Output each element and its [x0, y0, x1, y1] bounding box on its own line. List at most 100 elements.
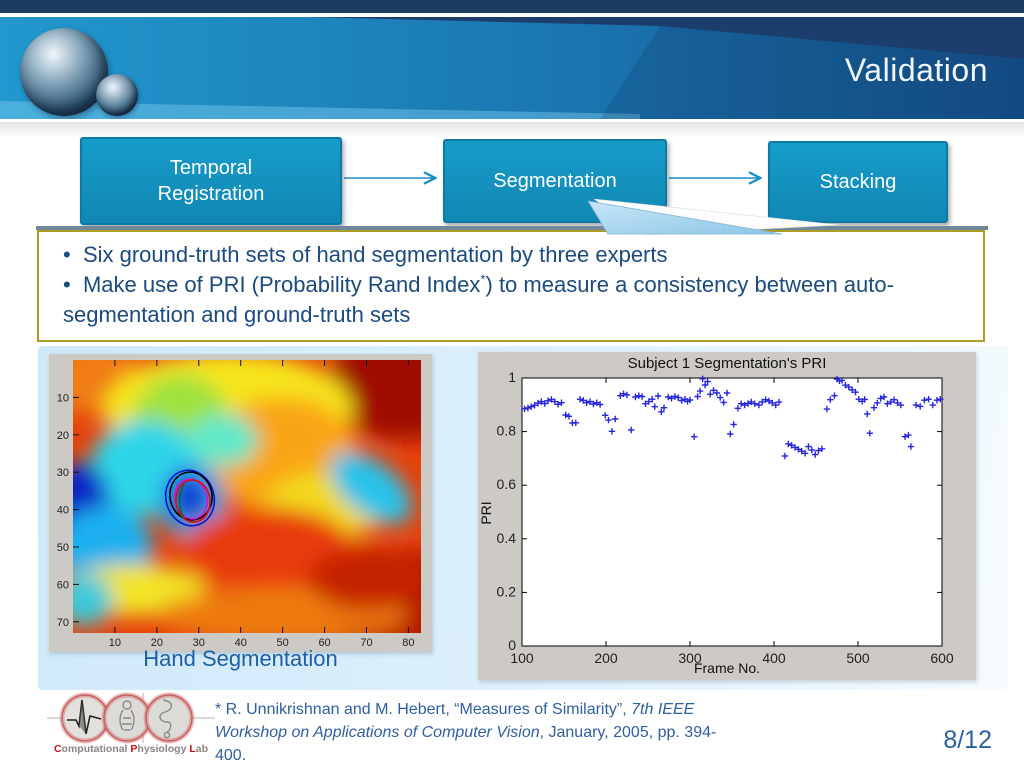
y-tick-label: 20: [57, 430, 69, 442]
data-point: [548, 396, 555, 403]
header-light-sweep: [0, 101, 640, 119]
segmentation-contours: [164, 469, 216, 527]
plot-area: [521, 377, 943, 647]
data-point: [866, 430, 873, 437]
divider-line: [36, 226, 988, 230]
data-point: [738, 400, 745, 407]
y-tick-label: 0.8: [497, 423, 517, 439]
header-fade: [0, 122, 1024, 137]
data-point: [649, 396, 656, 403]
x-tick-label: 40: [235, 637, 247, 649]
page-number: 8/12: [943, 726, 992, 754]
data-point: [848, 386, 856, 393]
x-tick-label: 500: [846, 650, 870, 666]
citation-text: * R. Unnikrishnan and M. Hebert, “Measur…: [215, 701, 632, 718]
data-point: [602, 412, 609, 419]
chart-y-axis-label: PRI: [478, 501, 494, 525]
footnote-asterisk: *: [480, 271, 486, 287]
data-point: [710, 387, 717, 394]
data-point: [925, 396, 932, 403]
data-point: [528, 403, 535, 410]
flow-box-stacking: Stacking: [768, 141, 948, 223]
data-point: [815, 447, 822, 454]
data-point: [730, 421, 737, 428]
data-point: [765, 397, 773, 405]
x-tick-label: 50: [277, 637, 289, 649]
data-point: [720, 399, 727, 406]
cpl-lab-logo-text: Computational Physiology Lab: [40, 743, 222, 755]
data-point: [795, 446, 802, 453]
data-point: [572, 419, 579, 426]
top-white-gap: [0, 13, 1024, 17]
data-point: [623, 391, 631, 399]
header-dark-region: [600, 26, 1024, 119]
y-tick-label: 70: [57, 617, 69, 629]
data-point: [805, 443, 812, 450]
logo-word: hysiology: [137, 743, 187, 755]
data-point: [534, 400, 542, 407]
data-point: [905, 431, 912, 439]
header-navy-wedge: [310, 17, 1024, 59]
y-tick-label: 0.4: [497, 530, 517, 546]
coil-icon: [159, 699, 173, 739]
logo-initial: P: [130, 743, 138, 755]
notes-box: • Six ground-truth sets of hand segmenta…: [37, 230, 985, 342]
data-point: [524, 404, 532, 412]
data-point: [744, 400, 752, 407]
citation-italic: 7th IEEE Workshop on Applications of Com…: [215, 701, 695, 742]
data-point: [593, 399, 600, 406]
data-point: [772, 401, 779, 409]
data-point: [671, 393, 679, 400]
data-point: [877, 395, 884, 402]
y-tick-label: 50: [57, 542, 69, 554]
flow-box-segmentation: Segmentation: [443, 139, 667, 223]
data-point: [635, 392, 642, 399]
data-point: [576, 396, 584, 403]
data-point: [874, 399, 881, 407]
chart-x-axis-label: Frame No.: [693, 660, 761, 676]
data-point: [544, 397, 552, 404]
data-point: [660, 404, 668, 411]
data-point: [781, 452, 789, 460]
data-point: [884, 400, 891, 407]
data-point: [798, 448, 805, 455]
data-point: [628, 426, 635, 434]
data-point: [929, 401, 936, 409]
y-tick-label: 0.6: [497, 476, 517, 492]
data-point: [864, 410, 871, 418]
x-tick-label: 300: [678, 650, 702, 666]
x-tick-label: 70: [360, 637, 372, 649]
data-point: [912, 401, 920, 409]
bullet-dot: •: [63, 271, 71, 297]
data-point: [620, 390, 627, 397]
data-point: [870, 404, 878, 411]
data-point: [751, 400, 758, 407]
x-tick-label: 200: [594, 650, 618, 666]
logo-initial: C: [53, 743, 62, 755]
data-point: [551, 398, 558, 405]
data-point: [838, 377, 846, 384]
x-tick-label: 80: [402, 637, 414, 649]
data-point: [921, 397, 928, 404]
data-point: [933, 397, 941, 404]
data-point: [801, 450, 809, 457]
data-point: [917, 403, 924, 410]
page-title: Validation: [844, 52, 988, 88]
data-point: [818, 445, 826, 452]
pri-chart-figure: Subject 1 Segmentation's PRI 100 200 300 40…: [478, 352, 976, 680]
data-point: [791, 444, 799, 451]
x-tick-label: 100: [510, 650, 534, 666]
data-point: [608, 428, 616, 435]
y-tick-label: 10: [57, 392, 69, 404]
data-point: [580, 397, 587, 404]
header-underline: [0, 119, 1024, 122]
y-tick-label: 0.2: [497, 583, 517, 599]
pri-scatter-plot: 100 200 300 400 500 600 0 0.2 0.4 0.6 0.8 1: [497, 369, 954, 666]
x-tick-label: 400: [762, 650, 786, 666]
y-tick-label: 40: [57, 505, 69, 517]
data-point: [808, 446, 815, 454]
data-point: [562, 411, 569, 419]
data-point: [707, 391, 714, 398]
data-point: [521, 405, 528, 412]
bullet-item-1: • Six ground-truth sets of hand segmenta…: [63, 240, 928, 270]
